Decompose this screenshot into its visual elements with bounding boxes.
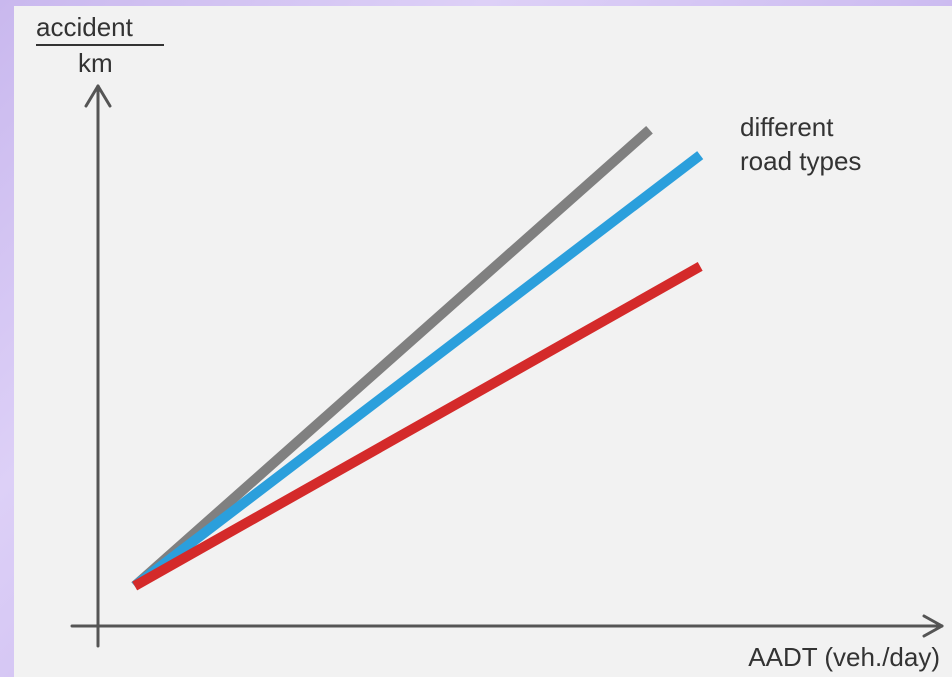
- ylabel-numerator: accident: [36, 12, 134, 42]
- series-line-3: [132, 262, 703, 591]
- ylabel-denominator: km: [78, 48, 113, 78]
- y-axis-arrow: [84, 84, 112, 108]
- chart-area: accident km different road types AADT (v…: [14, 6, 952, 677]
- xlabel: AADT (veh./day): [748, 642, 940, 672]
- series-layer: [131, 125, 704, 591]
- series-line-1: [131, 125, 653, 590]
- chart-svg: accident km different road types AADT (v…: [36, 12, 944, 672]
- series-line-2: [131, 151, 704, 590]
- x-axis-arrow: [922, 614, 944, 638]
- annotation-line-2: road types: [740, 146, 861, 176]
- annotation-line-1: different: [740, 112, 834, 142]
